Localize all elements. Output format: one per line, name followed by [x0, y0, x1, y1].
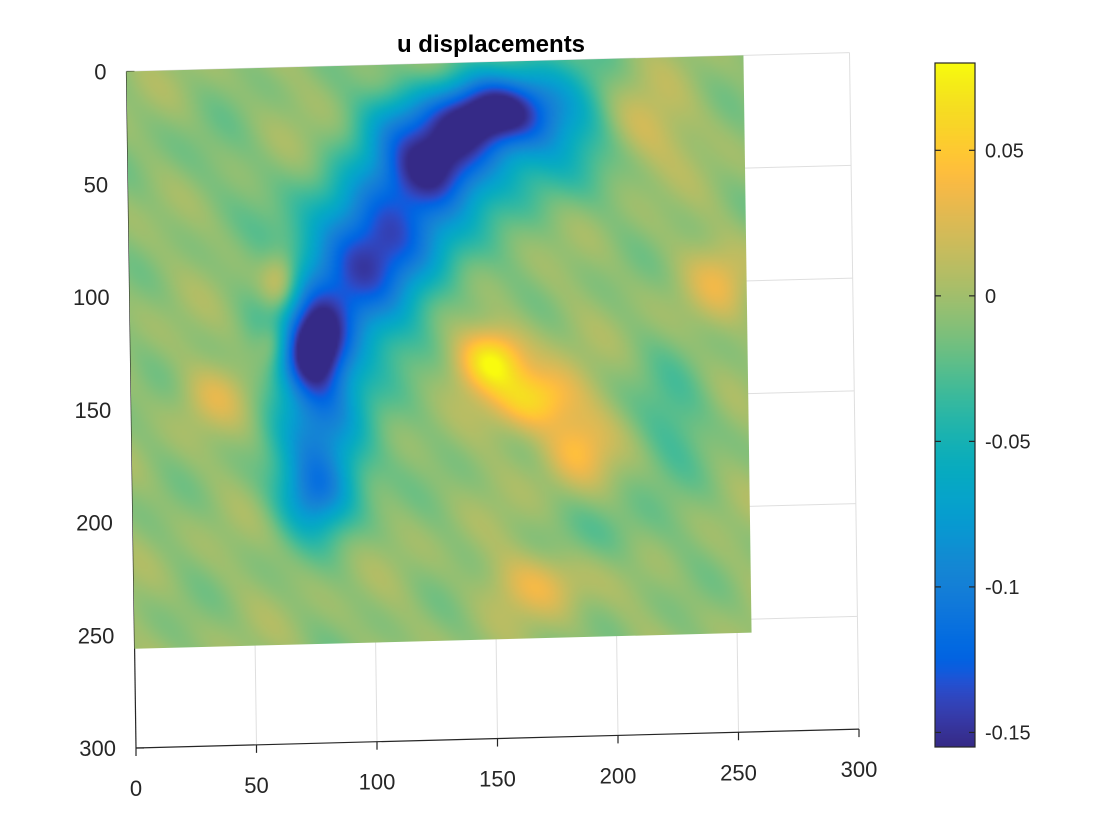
- colorbar-tick-label: 0: [985, 286, 996, 308]
- colorbar-frame: [934, 62, 976, 748]
- colorbar-tick-label: -0.15: [985, 722, 1031, 744]
- x-tick-labels: 0 50 100 150 200 250 300: [130, 757, 877, 801]
- y-tick-labels: 0 50 100 150 200 250 300: [73, 60, 116, 762]
- x-tick-label: 50: [244, 773, 268, 798]
- chart-title: u displacements: [397, 31, 585, 58]
- y-tick-label: 300: [79, 736, 116, 761]
- x-tick-label: 300: [841, 757, 878, 782]
- colorbar-ticks: 0.05 0 -0.05 -0.1 -0.15: [935, 140, 1031, 744]
- y-tick-label: 50: [84, 172, 108, 197]
- y-tick-label: 100: [73, 285, 110, 310]
- y-tick-label: 200: [76, 511, 113, 536]
- displacement-heatmap: [126, 55, 752, 649]
- x-tick-label: 200: [600, 763, 637, 788]
- x-tick-label: 150: [479, 767, 516, 792]
- colorbar: 0.05 0 -0.05 -0.1 -0.15: [934, 62, 1031, 748]
- x-tick-label: 100: [359, 770, 396, 795]
- y-tick-label: 0: [94, 60, 106, 85]
- y-tick-label: 150: [75, 398, 112, 423]
- x-tick-label: 250: [720, 760, 757, 785]
- grid-line-x: [848, 52, 860, 730]
- colorbar-tick-label: 0.05: [985, 140, 1024, 162]
- colorbar-tick-label: -0.05: [985, 431, 1031, 453]
- x-tick-label: 0: [130, 776, 142, 801]
- colorbar-tick-label: -0.1: [985, 577, 1019, 599]
- displacement-field-image: [126, 55, 752, 649]
- y-tick-label: 250: [78, 623, 115, 648]
- colorbar-gradient: [935, 63, 975, 747]
